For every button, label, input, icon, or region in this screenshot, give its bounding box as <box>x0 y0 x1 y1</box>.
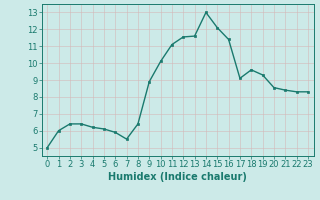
X-axis label: Humidex (Indice chaleur): Humidex (Indice chaleur) <box>108 172 247 182</box>
